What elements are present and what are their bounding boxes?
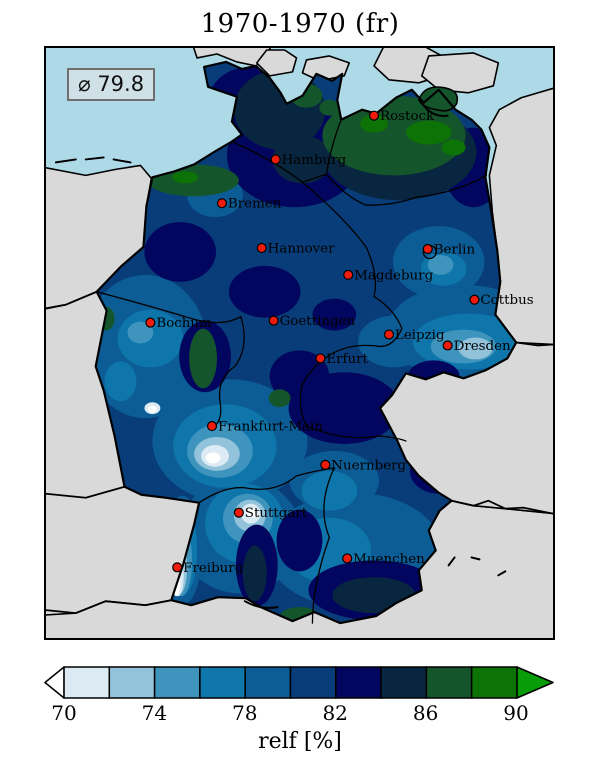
colorbar-label: relf [%] [258,729,342,754]
city-marker-dresden: Dresden [442,339,511,354]
colorbar-tick-70: 70 [51,701,77,725]
germany-map-svg: Rostock Hamburg Bremen Hannover BerlinMagdeb… [46,48,553,638]
city-marker-nuernberg: Nuernberg [320,458,407,473]
city-label: Cottbus [480,293,533,308]
city-dot [422,243,433,255]
city-label: Dresden [454,339,511,354]
city-marker-bochum: Bochum [145,316,212,331]
city-dot [206,421,218,432]
city-label: Frankfurt-Main [218,420,323,435]
mean-badge-label: ⌀ 79.8 [78,72,145,96]
colorbar-tick-90: 90 [503,701,529,725]
city-marker-frankfurt-main: Frankfurt-Main [206,420,323,435]
city-label: Goettingen [280,314,356,329]
island-fyn [255,49,298,77]
colorbar-segment [199,666,246,699]
city-label: Leipzig [395,328,445,343]
colorbar-svg [44,666,554,699]
city-dot [343,269,354,280]
city-dot [320,459,331,470]
colorbar-segment [289,666,337,699]
city-label: Erfurt [326,352,368,367]
city-dot [270,154,281,165]
island-ruegen [417,86,459,112]
city-marker-magdeburg: Magdeburg [343,268,434,283]
colorbar-segment [335,666,382,699]
colorbar-segment [425,666,473,699]
city-marker-hamburg: Hamburg [270,153,347,168]
city-dot [315,353,326,364]
colorbar-arrow [44,666,65,699]
city-dot [442,340,453,351]
city-marker-leipzig: Leipzig [383,328,445,343]
land-denmark-jutland [192,48,271,67]
colorbar-tick-86: 86 [412,701,439,725]
colorbar-segment [63,666,111,699]
foreign-border-layer [46,290,553,615]
city-marker-muenchen: Muenchen [342,552,425,567]
city-label: Nuernberg [331,458,406,473]
city-marker-berlin: Berlin [422,242,476,257]
city-label: Bochum [156,316,212,331]
city-label: Hannover [268,241,336,256]
city-marker-cottbus: Cottbus [469,293,534,308]
colorbar-segment [470,666,518,699]
city-marker-rostock: Rostock [368,109,435,124]
city-marker-hannover: Hannover [256,241,336,256]
city-label: Muenchen [353,552,425,567]
colorbar-segment [380,666,428,699]
city-marker-erfurt: Erfurt [315,352,369,367]
city-label: Hamburg [282,153,347,168]
map-panel: Rostock Hamburg Bremen Hannover Berlin Magdeb… [44,46,555,640]
colorbar-tick-82: 82 [322,701,348,725]
city-dot [233,507,244,518]
city-dot [342,553,353,564]
colorbar-tick-78: 78 [232,701,258,725]
city-label: Magdeburg [354,268,433,283]
colorbar [44,665,555,701]
colorbar-tick-74: 74 [141,701,168,725]
city-marker-freiburg: Freiburg [172,561,244,576]
city-marker-stuttgart: Stuttgart [233,506,308,521]
neighbour-land-layer [46,48,553,638]
city-label: Rostock [380,109,435,124]
detail-layer [54,104,507,609]
city-marker-bremen: Bremen [216,197,282,212]
city-dot [469,294,480,305]
colorbar-arrow [516,666,554,699]
city-label: Bremen [228,197,282,212]
city-dot [368,110,380,121]
city-label: Stuttgart [245,506,308,521]
germany-border [94,60,518,625]
city-dot [216,198,228,209]
cities-layer: Rostock Hamburg Bremen Hannover BerlinMagdeb… [145,109,534,576]
city-marker-goettingen: Goettingen [268,314,356,329]
city-dot [383,329,395,340]
city-dot [268,315,279,326]
island-lolland [301,55,351,82]
colorbar-segment [153,666,201,699]
island-falster [420,52,500,94]
colorbar-segment [244,666,292,699]
city-dot [145,317,156,328]
city-dot [172,562,183,573]
mean-badge: ⌀ 79.8 [67,68,156,101]
state-border-layer [96,118,488,624]
city-label: Freiburg [183,561,244,576]
city-dot [256,242,267,254]
colorbar-segment [108,666,156,699]
colorbar-ticks: 70 74 78 82 86 90 [44,701,555,727]
city-label: Berlin [434,242,476,257]
figure-title: 1970-1970 (fr) [200,9,400,39]
